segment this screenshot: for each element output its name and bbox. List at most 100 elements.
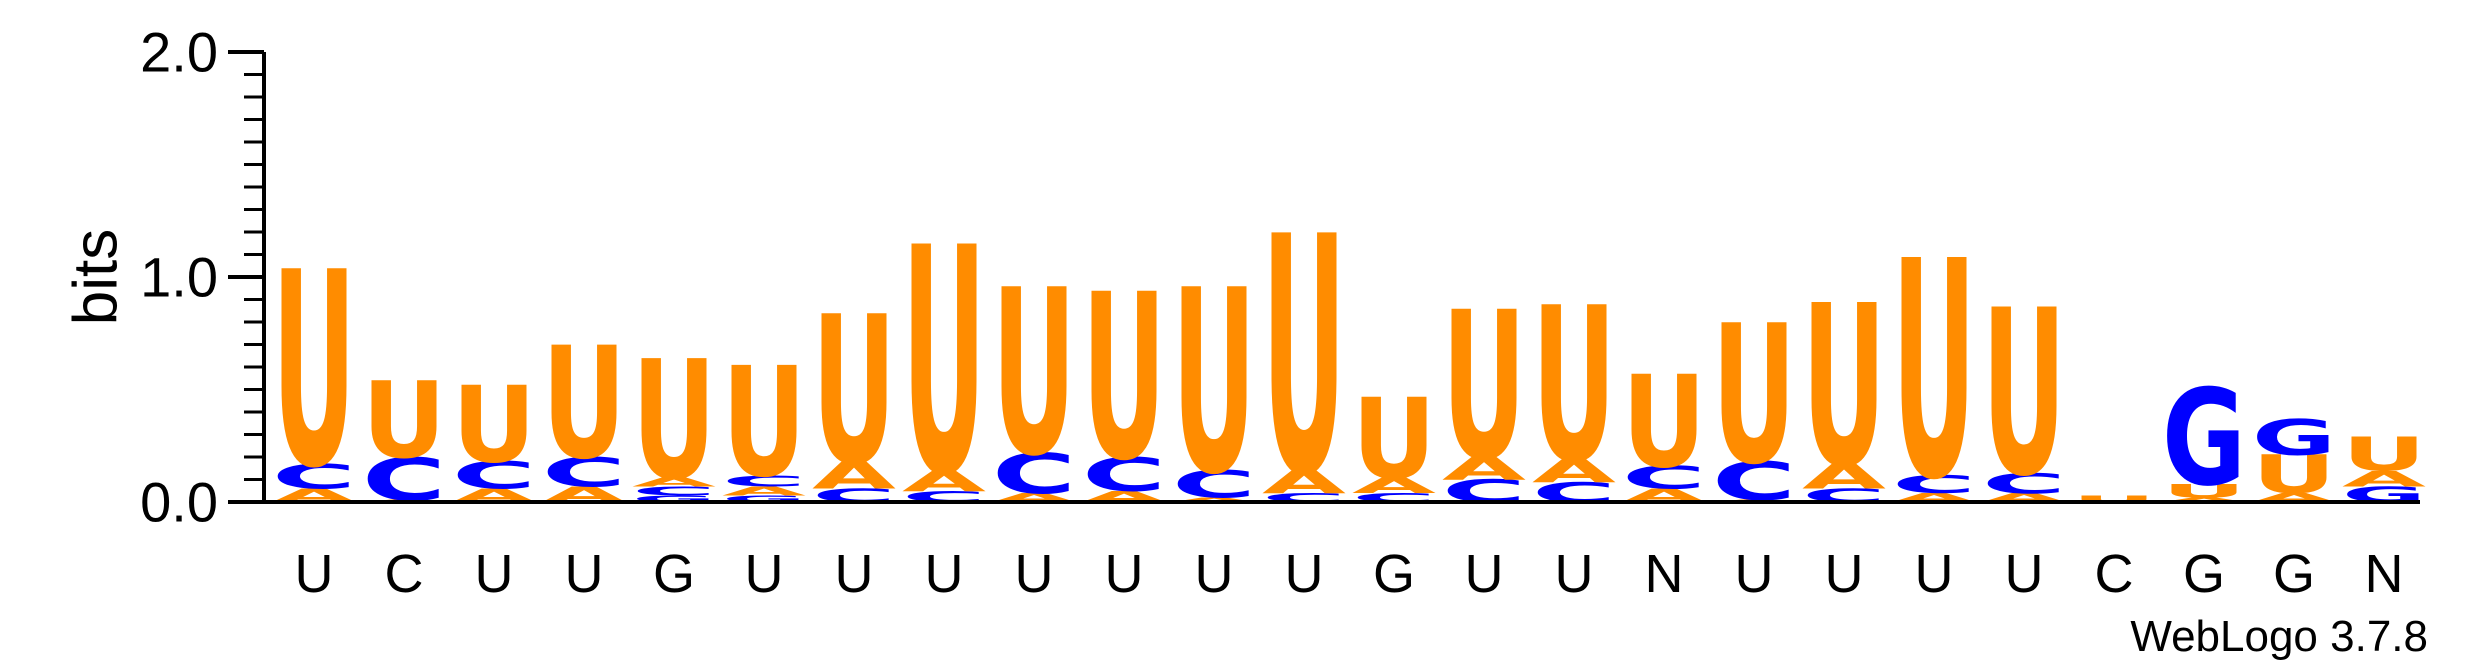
logo-letter-G: G	[632, 494, 716, 505]
logo-letter-glyph: U	[1082, 245, 1166, 511]
logo-letter-glyph: C	[1892, 470, 1976, 499]
x-tick-label: G	[1373, 544, 1415, 604]
x-tick-label: U	[1285, 544, 1324, 604]
logo-letter-glyph: C	[1982, 467, 2066, 499]
logo-letter-glyph: G	[722, 494, 806, 505]
logo-letter-G: G	[722, 494, 806, 505]
logo-letter-glyph: U	[722, 334, 806, 511]
logo-letter-glyph: U	[542, 315, 626, 494]
logo-letter-glyph: A	[902, 465, 986, 497]
logo-letter-glyph: U	[1172, 238, 1256, 531]
y-tick-label: 0.0	[140, 471, 218, 534]
logo-letter-glyph: A	[722, 484, 806, 498]
logo-letter-C: C	[722, 472, 806, 490]
logo-letter-U: U	[632, 327, 716, 517]
logo-letter-U: U	[2072, 494, 2156, 505]
logo-letter-A: A	[1262, 464, 1346, 500]
x-tick-label: U	[565, 544, 604, 604]
logo-letter-glyph: C	[1172, 464, 1256, 507]
logo-letter-glyph: A	[632, 475, 716, 489]
logo-letter-U: U	[1532, 263, 1616, 511]
logo-letter-glyph: U	[2072, 494, 2156, 505]
x-tick-label: N	[2365, 544, 2404, 604]
logo-letter-A: A	[1802, 457, 1886, 497]
x-tick-label: U	[1105, 544, 1144, 604]
logo-letter-glyph: A	[1532, 453, 1616, 489]
x-tick-label: U	[835, 544, 874, 604]
x-tick-label: U	[295, 544, 334, 604]
logo-letter-A: A	[902, 465, 986, 497]
x-tick-label: G	[2183, 544, 2225, 604]
logo-letter-U: U	[722, 334, 806, 511]
logo-letter-U: U	[812, 273, 896, 509]
logo-letter-glyph: U	[1442, 269, 1526, 505]
logo-letter-U: U	[1442, 269, 1526, 505]
x-tick-label: G	[2273, 544, 2315, 604]
logo-letter-U: U	[362, 360, 446, 482]
logo-letter-glyph: G	[632, 494, 716, 505]
logo-letter-A: A	[722, 484, 806, 498]
logo-letter-glyph: A	[1172, 496, 1256, 503]
logo-letter-glyph: U	[1982, 261, 2066, 527]
logo-letter-glyph: C	[992, 442, 1076, 506]
logo-letter-U: U	[1082, 245, 1166, 511]
logo-letter-C: C	[992, 442, 1076, 506]
logo-letter-U: U	[542, 315, 626, 494]
logo-letter-A: A	[632, 475, 716, 489]
x-tick-label: U	[1015, 544, 1054, 604]
logo-letter-A: A	[1352, 473, 1436, 498]
logo-letter-glyph: U	[452, 364, 536, 486]
logo-letter-glyph: A	[1802, 457, 1886, 497]
x-tick-label: U	[1825, 544, 1864, 604]
logo-letter-glyph: C	[632, 484, 716, 498]
logo-letter-U: U	[1982, 261, 2066, 527]
logo-letter-glyph: U	[632, 327, 716, 517]
logo-letter-glyph: U	[2162, 481, 2246, 502]
logo-letter-U: U	[1352, 374, 1436, 504]
logo-stacks: ACUACUACUACUGCAUGACUCAUCAUACUACUACUCAUCA…	[272, 168, 2426, 548]
y-ticks: 0.0 1.0 2.0	[140, 21, 264, 534]
logo-letter-glyph: U	[1262, 168, 1346, 548]
logo-letter-glyph: U	[362, 360, 446, 482]
x-tick-label: U	[1465, 544, 1504, 604]
logo-letter-glyph: A	[2162, 496, 2246, 503]
logo-letter-C: C	[1172, 464, 1256, 507]
logo-letter-U: U	[1622, 349, 1706, 496]
logo-letter-glyph: U	[902, 183, 986, 545]
x-tick-label: N	[1645, 544, 1684, 604]
logo-letter-glyph: U	[1352, 374, 1436, 504]
y-tick-label: 1.0	[140, 246, 218, 309]
logo-letter-C: C	[1982, 467, 2066, 499]
logo-letter-glyph: U	[1802, 258, 1886, 517]
logo-letter-glyph: U	[1892, 199, 1976, 546]
logo-letter-G: G	[2252, 409, 2336, 466]
y-tick-label: 2.0	[140, 21, 218, 84]
logo-letter-glyph: C	[272, 457, 356, 497]
logo-letter-C: C	[272, 457, 356, 497]
logo-letter-U: U	[1892, 199, 1976, 546]
logo-letter-C: C	[542, 450, 626, 497]
x-tick-label: U	[745, 544, 784, 604]
x-tick-label: U	[1735, 544, 1774, 604]
logo-letter-glyph: C	[1622, 460, 1706, 496]
logo-letter-C: C	[1622, 460, 1706, 496]
logo-letter-U: U	[272, 214, 356, 527]
logo-letter-C: C	[1892, 470, 1976, 499]
logo-letter-U: U	[2162, 481, 2246, 502]
logo-letter-C: C	[1082, 448, 1166, 502]
logo-letter-U: U	[992, 240, 1076, 506]
x-tick-label: U	[475, 544, 514, 604]
logo-letter-glyph: U	[812, 273, 896, 509]
x-tick-label: U	[2005, 544, 2044, 604]
x-tick-label: C	[2095, 544, 2134, 604]
x-tick-label: C	[385, 544, 424, 604]
logo-letter-A: A	[2162, 496, 2246, 503]
logo-letter-glyph: A	[1352, 473, 1436, 498]
logo-letter-U: U	[1172, 238, 1256, 531]
logo-letter-A: A	[1532, 453, 1616, 489]
logo-letter-glyph: U	[1532, 263, 1616, 511]
logo-letter-U: U	[902, 183, 986, 545]
logo-letter-glyph: U	[2252, 445, 2336, 506]
logo-letter-C: C	[452, 455, 536, 498]
